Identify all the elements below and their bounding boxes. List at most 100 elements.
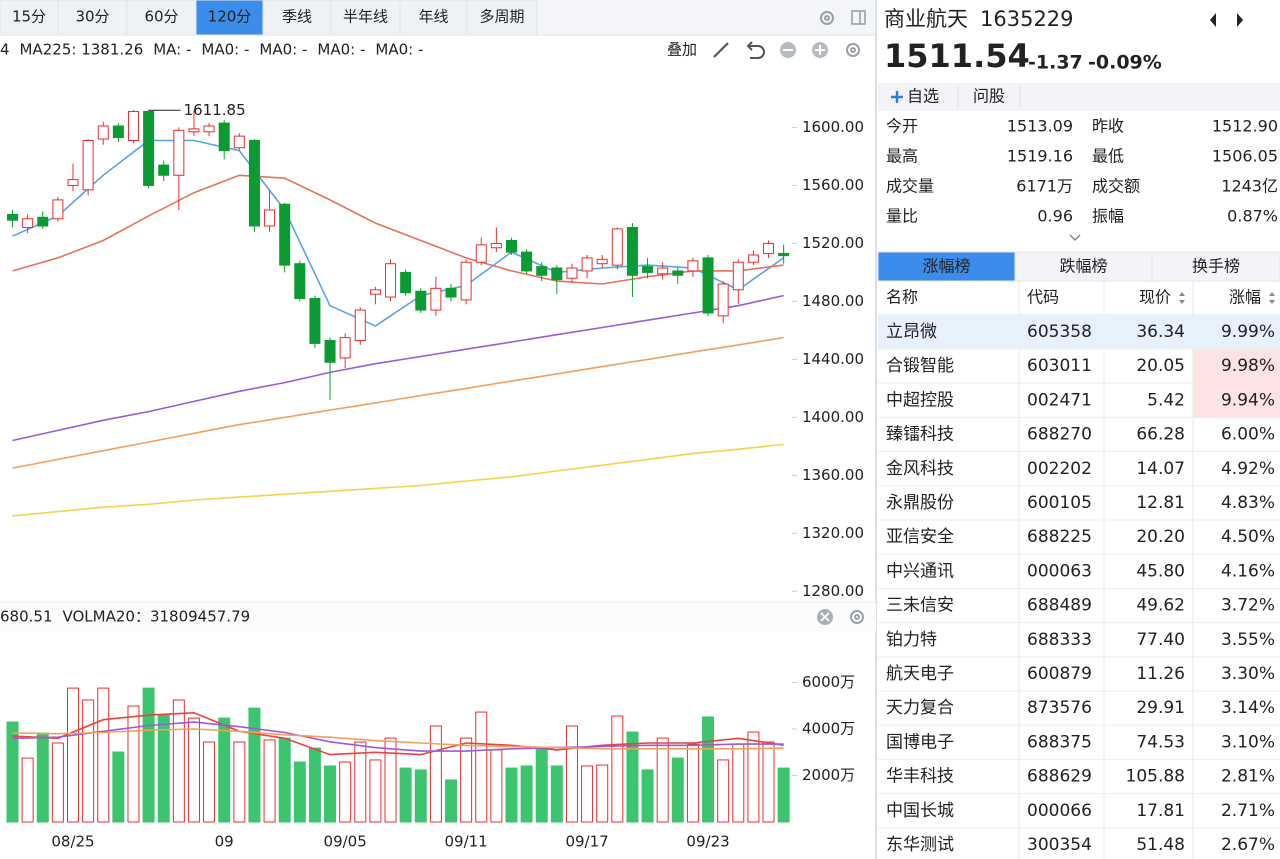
volume-bar bbox=[717, 759, 730, 823]
period-tab[interactable] bbox=[126, 0, 197, 36]
table-cell: 17.81 bbox=[1136, 801, 1185, 821]
period-tab[interactable] bbox=[399, 0, 468, 36]
quote-code: 1635229 bbox=[980, 7, 1074, 31]
volume-bar bbox=[399, 767, 412, 823]
stat-value: 1506.05 bbox=[1212, 147, 1278, 166]
volume-bar bbox=[339, 761, 352, 823]
volume-bar bbox=[611, 715, 624, 823]
volume-bar bbox=[263, 739, 276, 823]
draw-icon[interactable] bbox=[713, 42, 729, 58]
table-cell[interactable]: 臻镭科技 bbox=[886, 425, 954, 445]
table-cell[interactable]: 立昂微 bbox=[886, 322, 937, 342]
period-tab[interactable] bbox=[330, 0, 401, 36]
candle-body bbox=[581, 257, 593, 272]
table-cell[interactable]: 中超控股 bbox=[886, 390, 954, 410]
column-header[interactable]: 现价 bbox=[1139, 288, 1171, 307]
overlay-button[interactable]: 叠加 bbox=[667, 41, 697, 59]
action-button[interactable]: 问股 bbox=[973, 87, 1005, 106]
max-label: 1611.85 bbox=[184, 101, 246, 119]
rank-tab[interactable] bbox=[877, 251, 1016, 282]
table-cell[interactable]: 天力复合 bbox=[886, 698, 954, 718]
volume-settings-icon[interactable] bbox=[850, 610, 864, 624]
table-cell: 688489 bbox=[1027, 596, 1092, 616]
volume-bar bbox=[354, 741, 367, 823]
volume-bar bbox=[67, 687, 79, 823]
table-cell: 603011 bbox=[1027, 356, 1092, 376]
action-button[interactable]: 自选 bbox=[907, 87, 939, 106]
close-volume-icon[interactable] bbox=[817, 609, 833, 625]
ma-line bbox=[12, 139, 785, 327]
candle-body bbox=[657, 267, 669, 275]
quote-change-pct: -0.09% bbox=[1088, 52, 1162, 74]
rank-tab[interactable] bbox=[1014, 251, 1153, 282]
volume-bar bbox=[550, 765, 563, 823]
table-cell: 5.42 bbox=[1147, 390, 1185, 410]
panel-toggle-icon[interactable] bbox=[851, 10, 866, 25]
period-tab[interactable] bbox=[466, 0, 538, 36]
rank-tab[interactable] bbox=[1151, 251, 1280, 282]
stat-value: 0.96 bbox=[1037, 207, 1073, 226]
table-cell[interactable]: 中国长城 bbox=[886, 801, 954, 821]
table-cell: 9.94% bbox=[1221, 390, 1275, 410]
table-cell: 14.07 bbox=[1136, 459, 1185, 479]
table-cell[interactable]: 东华测试 bbox=[886, 835, 954, 855]
table-cell[interactable]: 合锻智能 bbox=[886, 356, 954, 376]
table-cell[interactable]: 国博电子 bbox=[886, 732, 954, 752]
selected-row[interactable] bbox=[878, 315, 1280, 349]
volume-bar bbox=[82, 699, 95, 823]
chart-settings-icon[interactable] bbox=[846, 43, 860, 57]
candle-body bbox=[611, 228, 623, 266]
y-tick-label: 1480.00 bbox=[802, 292, 864, 310]
column-header[interactable]: 涨幅 bbox=[1229, 288, 1261, 307]
table-cell[interactable]: 亚信安全 bbox=[886, 527, 954, 547]
candle-body bbox=[309, 297, 321, 344]
volume-bar bbox=[429, 725, 442, 823]
period-tab[interactable] bbox=[262, 0, 332, 36]
table-cell[interactable]: 华丰科技 bbox=[886, 767, 954, 787]
volume-bar bbox=[112, 751, 125, 823]
period-tab-label: 季线 bbox=[282, 8, 312, 26]
zoom-in-icon[interactable] bbox=[812, 42, 828, 58]
stat-label: 昨收 bbox=[1092, 117, 1124, 136]
candle-body bbox=[67, 179, 79, 186]
table-cell: 2.81% bbox=[1221, 767, 1275, 787]
table-cell: 002202 bbox=[1027, 459, 1092, 479]
quote-price: 1511.54 bbox=[884, 37, 1030, 75]
volume-bar bbox=[324, 765, 337, 823]
table-cell: 12.81 bbox=[1136, 493, 1185, 513]
table-cell[interactable]: 铂力特 bbox=[886, 630, 937, 650]
stat-value: 0.87% bbox=[1227, 207, 1278, 226]
settings-icon[interactable] bbox=[820, 11, 834, 25]
y-tick-label: 6000万 bbox=[802, 673, 855, 691]
volume-bar bbox=[248, 707, 261, 823]
volume-bar bbox=[656, 737, 669, 823]
table-cell[interactable]: 金风科技 bbox=[886, 459, 954, 479]
table-cell: 600105 bbox=[1027, 493, 1092, 513]
candle-body bbox=[248, 139, 260, 227]
expand-chevron[interactable] bbox=[1069, 234, 1081, 242]
period-tab-label: 120分 bbox=[208, 8, 252, 26]
undo-icon[interactable] bbox=[746, 41, 765, 59]
table-cell: 36.34 bbox=[1136, 322, 1185, 342]
table-cell: 000063 bbox=[1027, 561, 1092, 581]
zoom-out-icon[interactable] bbox=[780, 42, 796, 58]
action-bar bbox=[878, 83, 1280, 111]
x-tick-label: 09 bbox=[215, 833, 234, 851]
table-cell[interactable]: 三未信安 bbox=[886, 596, 954, 616]
table-cell: 77.40 bbox=[1136, 630, 1185, 650]
stat-value: 1519.16 bbox=[1007, 147, 1073, 166]
period-tab[interactable] bbox=[0, 0, 59, 36]
stat-value: 6171万 bbox=[1016, 177, 1073, 196]
volume-bar bbox=[671, 757, 684, 823]
table-cell[interactable]: 中兴通讯 bbox=[886, 561, 954, 581]
stat-label: 振幅 bbox=[1092, 207, 1124, 226]
period-tab-label: 多周期 bbox=[479, 8, 524, 26]
period-tab[interactable] bbox=[195, 0, 264, 36]
ma-legend: MA: - bbox=[153, 41, 191, 59]
candle-body bbox=[626, 226, 638, 276]
candle-body bbox=[203, 125, 215, 133]
candle-body bbox=[490, 242, 502, 249]
table-cell[interactable]: 永鼎股份 bbox=[886, 493, 954, 513]
table-cell[interactable]: 航天电子 bbox=[886, 664, 954, 684]
volume-bar bbox=[581, 765, 594, 823]
